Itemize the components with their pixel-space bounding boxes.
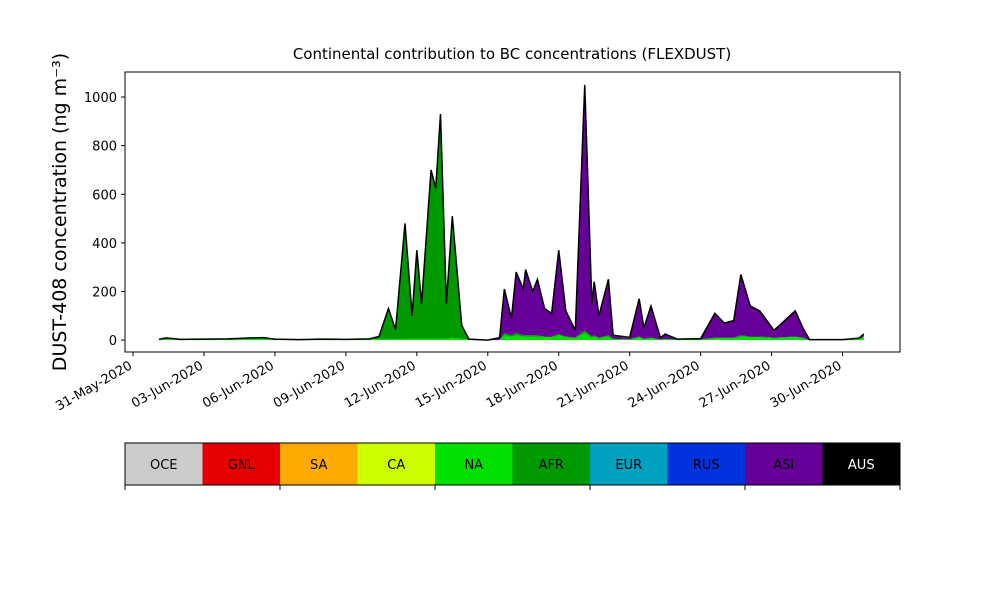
colorbar-label: RUS (693, 458, 720, 473)
chart-title: Continental contribution to BC concentra… (293, 45, 731, 63)
colorbar-swatch (435, 443, 513, 485)
total-outline (158, 84, 865, 341)
colorbar-label: OCE (150, 458, 178, 473)
y-tick-label: 1000 (84, 91, 117, 106)
area-asi (159, 84, 864, 341)
colorbar-ticks (124, 485, 901, 490)
colorbar-label: EUR (615, 458, 642, 473)
y-tick-label: 0 (109, 334, 117, 349)
colorbar-label: AFR (539, 458, 564, 473)
y-tick-label: 200 (92, 285, 117, 300)
y-axis-label: DUST-408 concentration (ng m⁻³) (49, 53, 71, 371)
axes-frame (124, 71, 901, 353)
colorbar-swatch (667, 443, 745, 485)
y-tick-label: 400 (92, 237, 117, 252)
colorbar-label: AUS (848, 458, 875, 473)
colorbar-swatch (280, 443, 358, 485)
y-tick-label: 600 (92, 188, 117, 203)
colorbar-label: ASI (773, 458, 794, 473)
colorbar-label: GNL (228, 458, 256, 473)
colorbar-swatch (125, 443, 203, 485)
plot-area (158, 84, 865, 341)
colorbar-swatch (202, 443, 280, 485)
colorbar-swatch (590, 443, 668, 485)
colorbar-label: NA (464, 458, 483, 473)
colorbar-swatch (512, 443, 590, 485)
colorbar-label: SA (310, 458, 327, 473)
colorbar-swatch (357, 443, 435, 485)
y-tick-label: 800 (92, 140, 117, 155)
colorbar-frame (124, 442, 901, 486)
colorbar-label: CA (387, 458, 405, 473)
colorbar-swatch (745, 443, 823, 485)
colorbar-swatch (822, 443, 900, 485)
colorbar: OCE GNL SA CA NA AFR EUR RUS ASI AUS (124, 442, 901, 486)
